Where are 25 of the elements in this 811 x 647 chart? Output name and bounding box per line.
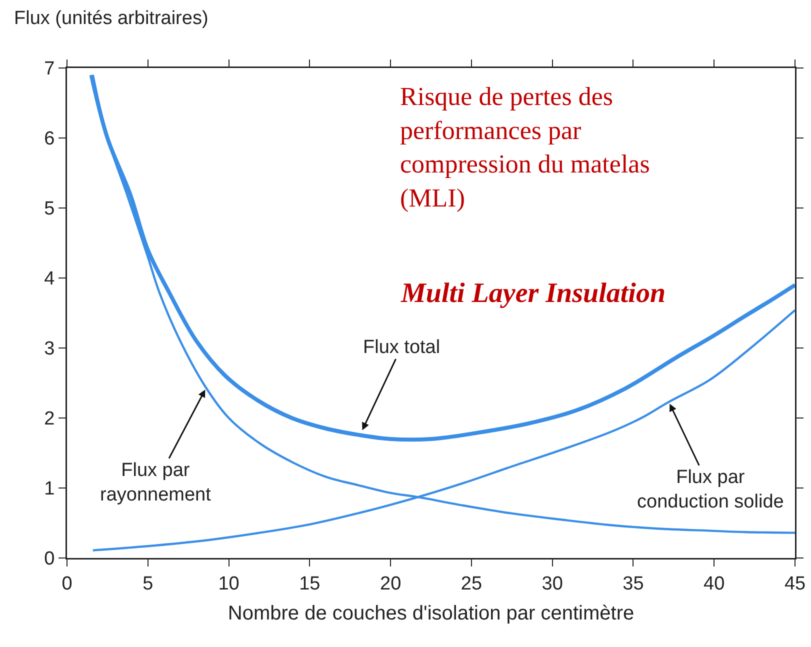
- y-tick-label: 4: [44, 268, 56, 290]
- x-tick-label: 0: [62, 573, 72, 594]
- y-tick-label: 0: [44, 548, 55, 570]
- x-tick-label: 10: [218, 573, 240, 594]
- x-axis-title: Nombre de couches d'isolation par centimètre: [228, 602, 634, 625]
- y-tick-label: 1: [44, 478, 55, 500]
- y-axis-title: Flux (unités arbitraires): [14, 8, 208, 29]
- x-tick-label: 20: [380, 573, 402, 594]
- x-tick-label: 15: [299, 573, 320, 594]
- x-tick-label: 40: [704, 573, 725, 594]
- annotation: Risque de pertes des performances par compression du matelas (MLI): [400, 82, 650, 212]
- x-tick-label: 5: [142, 573, 154, 594]
- y-tick-label: 6: [44, 128, 55, 150]
- y-tick-label: 5: [44, 198, 55, 220]
- x-tick-label: 25: [460, 573, 482, 594]
- y-tick-label: 7: [44, 58, 55, 80]
- x-tick-label: 30: [542, 573, 563, 594]
- x-tick-label: 35: [622, 573, 644, 594]
- annotation: Flux par conduction solide: [637, 467, 784, 513]
- annotation: Flux par rayonnement: [100, 460, 212, 506]
- y-tick-label: 3: [44, 338, 55, 360]
- y-tick-label: 2: [44, 408, 55, 430]
- x-tick-label: 45: [784, 573, 806, 594]
- annotation: Flux total: [363, 337, 440, 358]
- annotation: Multi Layer Insulation: [400, 278, 666, 309]
